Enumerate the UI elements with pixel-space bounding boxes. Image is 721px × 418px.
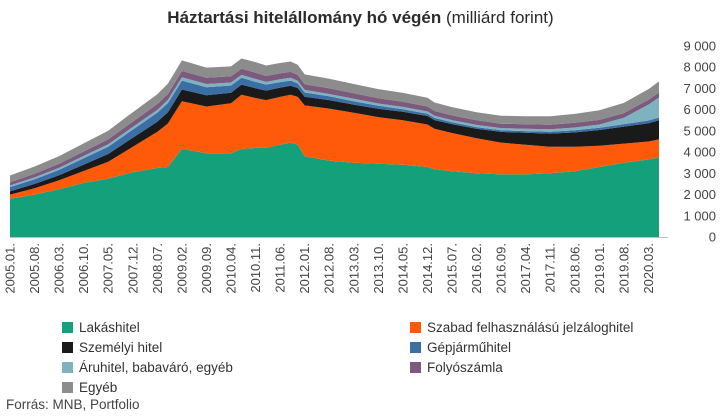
legend-swatch (410, 362, 421, 373)
x-tick-label: 2009.02. (174, 243, 189, 294)
x-tick-label: 2009.09. (199, 243, 214, 294)
area-series-7 (10, 58, 659, 183)
area-series-5 (10, 74, 659, 188)
area-series-6 (10, 68, 659, 186)
legend-swatch (410, 322, 421, 333)
y-tick-label: 7 000 (683, 81, 716, 96)
x-tick-label: 2008.07. (150, 243, 165, 294)
y-tick-label: 8 000 (683, 60, 716, 75)
area-series-1 (10, 142, 659, 237)
y-tick-label: 3 000 (683, 166, 716, 181)
legend-item: Egyéb (62, 379, 117, 397)
x-tick-label: 2019.01. (592, 243, 607, 294)
y-tick-label: 5 000 (683, 123, 716, 138)
area-series-3 (10, 84, 659, 195)
y-tick-label: 2 000 (683, 187, 716, 202)
legend-label: Személyi hitel (79, 340, 163, 355)
x-tick-label: 2010.11. (248, 243, 263, 293)
source-note: Forrás: MNB, Portfolio (6, 397, 140, 412)
area-series-2 (10, 94, 659, 199)
legend-item: Áruhitel, babaváró, egyéb (62, 359, 233, 377)
legend-label: Áruhitel, babaváró, egyéb (79, 360, 233, 375)
x-tick-label: 2017.11. (543, 243, 558, 293)
x-tick-label: 2015.07. (445, 243, 460, 294)
x-tick-label: 2006.10. (76, 243, 91, 294)
y-tick-label: 0 (709, 230, 716, 245)
x-tick-label: 2014.05. (395, 243, 410, 294)
legend-item: Szabad felhasználású jelzáloghitel (410, 319, 633, 337)
x-tick-label: 2011.06. (273, 243, 288, 293)
chart-title-bold: Háztartási hitelállomány hó végén (167, 8, 442, 27)
y-tick-label: 1 000 (683, 208, 716, 223)
legend-swatch (410, 342, 421, 353)
x-tick-label: 2020.03. (641, 243, 656, 294)
y-tick-label: 9 000 (683, 39, 716, 54)
y-tick-label: 4 000 (683, 145, 716, 160)
x-tick-label: 2018.06. (567, 243, 582, 294)
x-tick-label: 2013.10. (371, 243, 386, 294)
legend-label: Szabad felhasználású jelzáloghitel (427, 320, 634, 335)
legend-label: Folyószámla (427, 360, 503, 375)
x-tick-label: 2019.08. (616, 243, 631, 294)
legend-swatch (62, 382, 73, 393)
x-tick-label: 2012.08. (322, 243, 337, 294)
x-tick-label: 2006.03. (52, 243, 67, 294)
legend-swatch (62, 362, 73, 373)
x-tick-label: 2007.12. (125, 243, 140, 294)
legend-swatch (62, 322, 73, 333)
x-tick-label: 2010.04. (224, 243, 239, 294)
legend-item: Lakáshitel (62, 319, 140, 337)
legend-item: Folyószámla (410, 359, 503, 377)
x-tick-label: 2007.05. (101, 243, 116, 294)
legend-item: Személyi hitel (62, 339, 162, 357)
legend-label: Lakáshitel (79, 320, 140, 335)
legend-label: Gépjárműhitel (427, 340, 512, 355)
y-tick-label: 6 000 (683, 102, 716, 117)
x-tick-label: 2005.01. (3, 243, 18, 294)
x-tick-label: 2016.02. (469, 243, 484, 294)
area-series-4 (10, 77, 659, 192)
legend-swatch (62, 342, 73, 353)
x-tick-label: 2013.03. (346, 243, 361, 294)
chart-title: Háztartási hitelállomány hó végén (milli… (0, 8, 721, 28)
x-tick-label: 2017.04. (518, 243, 533, 294)
legend-item: Gépjárműhitel (410, 339, 511, 357)
legend-label: Egyéb (79, 380, 118, 395)
x-tick-label: 2014.12. (420, 243, 435, 294)
x-tick-label: 2012.01. (297, 243, 312, 294)
x-tick-label: 2005.08. (27, 243, 42, 294)
x-tick-label: 2016.09. (494, 243, 509, 294)
chart-title-unit: (milliárd forint) (446, 8, 554, 27)
